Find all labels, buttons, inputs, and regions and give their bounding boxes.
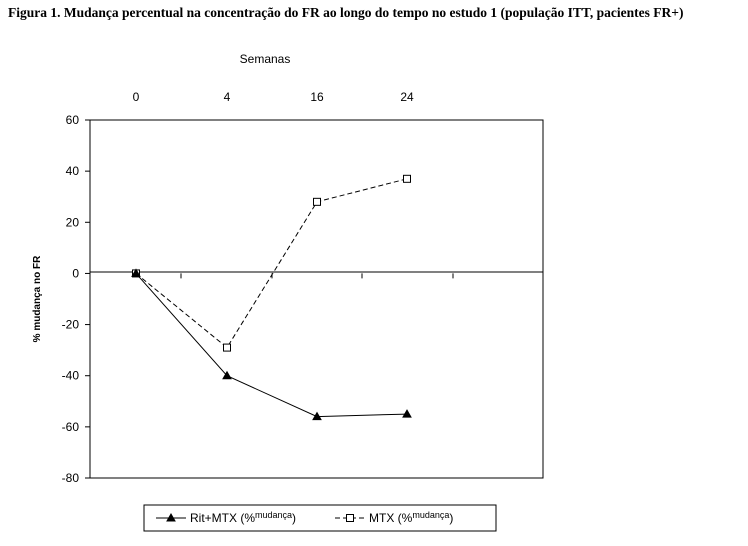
- x-tick-label: 16: [310, 90, 324, 104]
- legend-item: MTX (%mudança): [335, 510, 453, 525]
- y-tick-label: -20: [62, 318, 80, 332]
- y-axis-title: % mudança no FR: [32, 255, 43, 342]
- y-tick-label: -60: [62, 420, 80, 434]
- data-point-triangle: [222, 370, 232, 380]
- legend-suffix: (%: [394, 511, 412, 525]
- legend-close: ): [292, 511, 296, 525]
- series-layer: [131, 174, 412, 421]
- y-tick-label: 40: [66, 164, 80, 178]
- data-point-triangle: [131, 268, 141, 277]
- legend-superscript: mudança: [255, 510, 292, 520]
- legend-box: [143, 504, 497, 532]
- x-tick-label: 4: [224, 90, 231, 104]
- data-point-square: [223, 343, 231, 352]
- legend-superscript: mudança: [412, 510, 449, 520]
- series-line: [135, 178, 408, 349]
- y-tick-label: -40: [62, 369, 80, 383]
- data-point-triangle: [402, 409, 412, 418]
- data-point-triangle: [166, 512, 176, 522]
- series-line: [135, 273, 408, 418]
- x-axis-title: Semanas: [240, 52, 291, 66]
- legend-label: Rit+MTX (%mudança): [190, 510, 296, 525]
- series-mtx: [132, 174, 411, 352]
- legend-suffix: (%: [237, 511, 255, 525]
- data-point-square: [403, 174, 411, 183]
- data-point-square: [313, 197, 321, 206]
- x-tick-label: 0: [133, 90, 140, 104]
- legend: Rit+MTX (%mudança) MTX (%mudança): [143, 504, 497, 532]
- legend-close: ): [449, 511, 453, 525]
- data-point-triangle: [312, 411, 322, 421]
- y-tick-label: 0: [72, 266, 79, 280]
- series-rit-mtx: [131, 268, 412, 421]
- legend-series-name: MTX: [369, 511, 394, 525]
- legend-item: Rit+MTX (%mudança): [156, 510, 296, 525]
- legend-items: Rit+MTX (%mudança) MTX (%mudança): [156, 510, 453, 525]
- plot-area: [89, 119, 544, 479]
- y-tick-label: -80: [62, 471, 80, 485]
- y-axis-ticks: 60 40 20 0 -20 -40 -60 -80: [62, 113, 90, 485]
- legend-label: MTX (%mudança): [369, 510, 453, 525]
- figure-title: Figura 1. Mudança percentual na concentr…: [8, 5, 684, 20]
- x-tick-label: 24: [400, 90, 414, 104]
- legend-series-name: Rit+MTX: [190, 511, 237, 525]
- y-tick-label: 20: [66, 215, 80, 229]
- data-point-square: [346, 514, 354, 522]
- x-axis-ticks: 0 4 16 24: [133, 90, 454, 279]
- y-tick-label: 60: [66, 113, 80, 127]
